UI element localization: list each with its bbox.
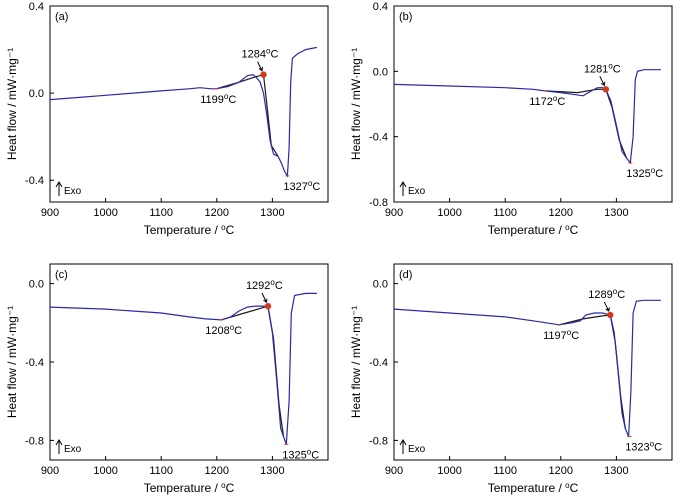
- marker-arrow-head-icon: [258, 67, 263, 72]
- y-tick-label: 0.4: [29, 1, 44, 13]
- exo-label: Exo: [408, 444, 426, 455]
- y-tick-label: 0.0: [373, 279, 388, 291]
- x-tick-label: 1200: [205, 207, 229, 219]
- y-tick-label: 0.0: [29, 279, 44, 291]
- x-tick-label: 1100: [149, 465, 173, 477]
- x-axis-label: Temperature / oC: [144, 223, 235, 237]
- plot-frame: [49, 263, 329, 461]
- chart-panel-d: 900 1000 1100 1200 1300 0.0 -0.4 -0.8 Temperatur…: [349, 263, 673, 495]
- marker-arrow-head-icon: [605, 307, 610, 312]
- x-axis-label: Temperature / oC: [488, 481, 579, 495]
- endset-marker-label: 1325oC: [282, 447, 319, 461]
- panel-label: (a): [55, 11, 68, 23]
- onset-marker-label: 1197oC: [543, 328, 579, 342]
- chart-panel-c: 900 1000 1100 1200 1300 0.0 -0.4 -0.8 Temperatur…: [5, 263, 329, 495]
- onset-marker-label: 1199oC: [200, 92, 236, 106]
- peak-marker-label: 1289oC: [588, 287, 625, 301]
- exo-arrow-head-icon: [399, 181, 407, 188]
- y-tick-label: 0.0: [29, 88, 44, 100]
- y-axis-label: Heat flow / mW·mg⁻¹: [5, 306, 19, 418]
- plot-frame: [49, 5, 329, 203]
- y-axis-label: Heat flow / mW·mg⁻¹: [349, 48, 363, 160]
- endset-marker-label: 1323oC: [625, 439, 662, 453]
- y-axis-label: Heat flow / mW·mg⁻¹: [5, 48, 19, 160]
- x-tick-label: 1000: [93, 207, 117, 219]
- peak-marker-label: 1281oC: [584, 61, 621, 75]
- marker-arrow-icon: [257, 61, 263, 71]
- x-tick-label: 900: [385, 465, 403, 477]
- y-tick-label: -0.4: [369, 132, 388, 144]
- y-tick-label: -0.8: [369, 435, 388, 447]
- marker-arrow-head-icon: [601, 81, 606, 87]
- exo-label: Exo: [408, 186, 426, 197]
- x-tick-label: 1100: [493, 207, 517, 219]
- x-tick-label: 900: [41, 207, 59, 219]
- chart-panel-a: 900 1000 1100 1200 1300 0.4 0.0 -0.4 Temperature…: [5, 1, 329, 237]
- y-tick-label: 0.0: [373, 66, 388, 78]
- y-tick-label: -0.8: [25, 435, 44, 447]
- marker-arrow-head-icon: [263, 298, 268, 303]
- x-tick-label: 1300: [604, 465, 628, 477]
- peak-marker-dot: [602, 86, 610, 93]
- x-tick-label: 1300: [604, 207, 628, 219]
- marker-arrow-icon: [261, 292, 267, 303]
- onset-marker-label: 1208oC: [205, 323, 242, 337]
- x-axis-label: Temperature / oC: [144, 481, 235, 495]
- x-tick-label: 1300: [260, 465, 284, 477]
- x-tick-label: 1200: [549, 207, 573, 219]
- heat-flow-curve: [393, 69, 661, 165]
- y-tick-label: 0.4: [373, 1, 388, 13]
- x-tick-label: 1000: [437, 465, 461, 477]
- exo-label: Exo: [64, 186, 82, 197]
- peak-marker-dot: [260, 71, 267, 78]
- heat-flow-curve: [393, 299, 661, 437]
- endset-marker-label: 1327oC: [283, 179, 320, 193]
- plot-frame: [393, 263, 673, 461]
- onset-marker-label: 1172oC: [529, 94, 565, 108]
- peak-marker-label: 1292oC: [246, 278, 283, 292]
- x-tick-label: 1200: [549, 465, 573, 477]
- x-tick-label: 1000: [437, 207, 461, 219]
- heat-flow-curve: [49, 292, 317, 445]
- x-axis-label: Temperature / oC: [488, 223, 579, 237]
- exo-arrow-head-icon: [399, 439, 407, 446]
- y-tick-label: -0.8: [369, 197, 388, 209]
- peak-marker-dot: [607, 311, 614, 319]
- panel-label: (b): [399, 11, 412, 23]
- panel-label: (d): [399, 269, 412, 281]
- exo-arrow-head-icon: [55, 181, 63, 188]
- x-tick-label: 1300: [260, 207, 284, 219]
- marker-arrow-icon: [599, 76, 605, 86]
- x-tick-label: 1100: [149, 207, 173, 219]
- y-tick-label: -0.4: [25, 175, 44, 187]
- peak-marker-label: 1284oC: [242, 47, 279, 61]
- marker-arrow-icon: [603, 301, 610, 312]
- exo-label: Exo: [64, 444, 82, 455]
- x-tick-label: 1100: [493, 465, 517, 477]
- heat-flow-curve: [49, 46, 318, 178]
- y-tick-label: -0.4: [25, 357, 44, 369]
- y-tick-label: -0.4: [369, 357, 388, 369]
- x-tick-label: 1200: [205, 465, 229, 477]
- x-tick-label: 1000: [93, 465, 117, 477]
- x-tick-label: 900: [41, 465, 59, 477]
- panel-label: (c): [55, 269, 68, 281]
- plot-frame: [393, 5, 673, 203]
- exo-arrow-head-icon: [55, 439, 63, 446]
- peak-marker-dot: [264, 302, 272, 310]
- endset-marker-label: 1325oC: [626, 166, 663, 180]
- y-axis-label: Heat flow / mW·mg⁻¹: [349, 306, 363, 418]
- x-tick-label: 900: [385, 207, 403, 219]
- chart-panel-b: 900 1000 1100 1200 1300 0.4 0.0 -0.4 -0.8 Tempera…: [349, 1, 673, 237]
